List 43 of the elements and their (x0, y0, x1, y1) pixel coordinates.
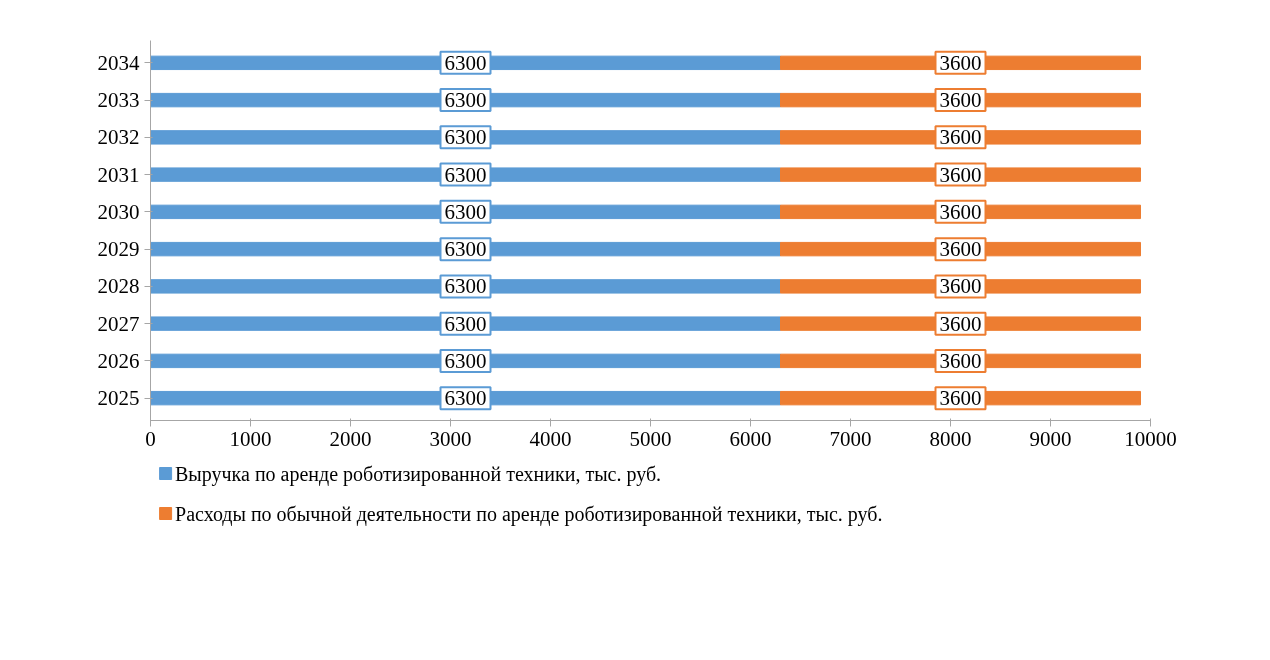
y-tick-label: 2033 (97, 88, 140, 113)
data-label: 3600 (939, 237, 982, 262)
legend-label: Расходы по обычной деятельности по аренде роботизированной техники, тыс. руб. (175, 502, 883, 526)
data-label: 6300 (444, 162, 487, 187)
data-label: 3600 (939, 162, 982, 187)
data-label: 3600 (939, 274, 982, 299)
y-tick-label: 2031 (97, 162, 140, 187)
y-tick-label: 2026 (97, 348, 140, 373)
data-label: 6300 (444, 237, 487, 262)
x-tick-label: 5000 (629, 426, 672, 451)
data-label: 3600 (939, 348, 982, 373)
data-label: 6300 (444, 386, 487, 411)
data-label: 3600 (939, 386, 982, 411)
y-tick-label: 2029 (97, 237, 140, 262)
y-tick-label: 2025 (97, 386, 140, 411)
data-label: 6300 (444, 88, 487, 113)
data-label: 3600 (939, 88, 982, 113)
x-tick-label: 2000 (329, 426, 372, 451)
x-tick-label: 0 (145, 426, 156, 451)
data-label: 3600 (939, 311, 982, 336)
y-tick-label: 2028 (97, 274, 140, 299)
x-tick-label: 9000 (1029, 426, 1072, 451)
y-tick-label: 2027 (97, 311, 140, 336)
x-tick-label: 4000 (529, 426, 572, 451)
data-label: 3600 (939, 50, 982, 75)
y-tick-label: 2030 (97, 199, 140, 224)
y-tick-label: 2032 (97, 125, 140, 150)
x-tick-label: 1000 (229, 426, 272, 451)
data-label: 6300 (444, 348, 487, 373)
data-label: 6300 (444, 274, 487, 299)
x-tick-label: 3000 (429, 426, 472, 451)
data-label: 6300 (444, 311, 487, 336)
data-label: 3600 (939, 199, 982, 224)
legend-label: Выручка по аренде роботизированной техники, тыс. руб. (175, 462, 662, 486)
x-tick-label: 8000 (929, 426, 972, 451)
data-label: 6300 (444, 199, 487, 224)
data-label: 6300 (444, 125, 487, 150)
x-tick-label: 10000 (1124, 426, 1177, 451)
x-tick-label: 7000 (829, 426, 872, 451)
y-tick-label: 2034 (97, 50, 140, 75)
x-tick-label: 6000 (729, 426, 772, 451)
data-label: 3600 (939, 125, 982, 150)
data-label: 6300 (444, 50, 487, 75)
